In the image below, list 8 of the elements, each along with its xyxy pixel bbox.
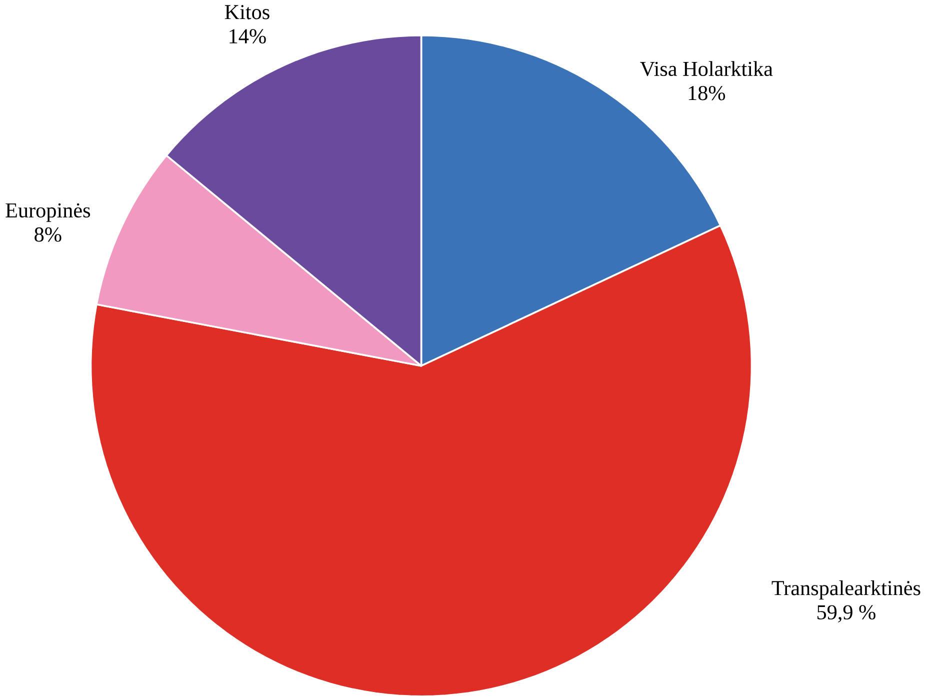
data-label: 18% [688,86,726,100]
slice-label: Kitos [224,4,270,20]
slice-label: Europinės [6,203,90,222]
data-label: 59,9 % [817,605,876,622]
slice-label: Transpalearktinės [772,580,920,600]
data-label: 8% [34,227,62,242]
data-label: 14% [230,28,266,44]
slice-label: Visa Holarktika [640,61,773,76]
